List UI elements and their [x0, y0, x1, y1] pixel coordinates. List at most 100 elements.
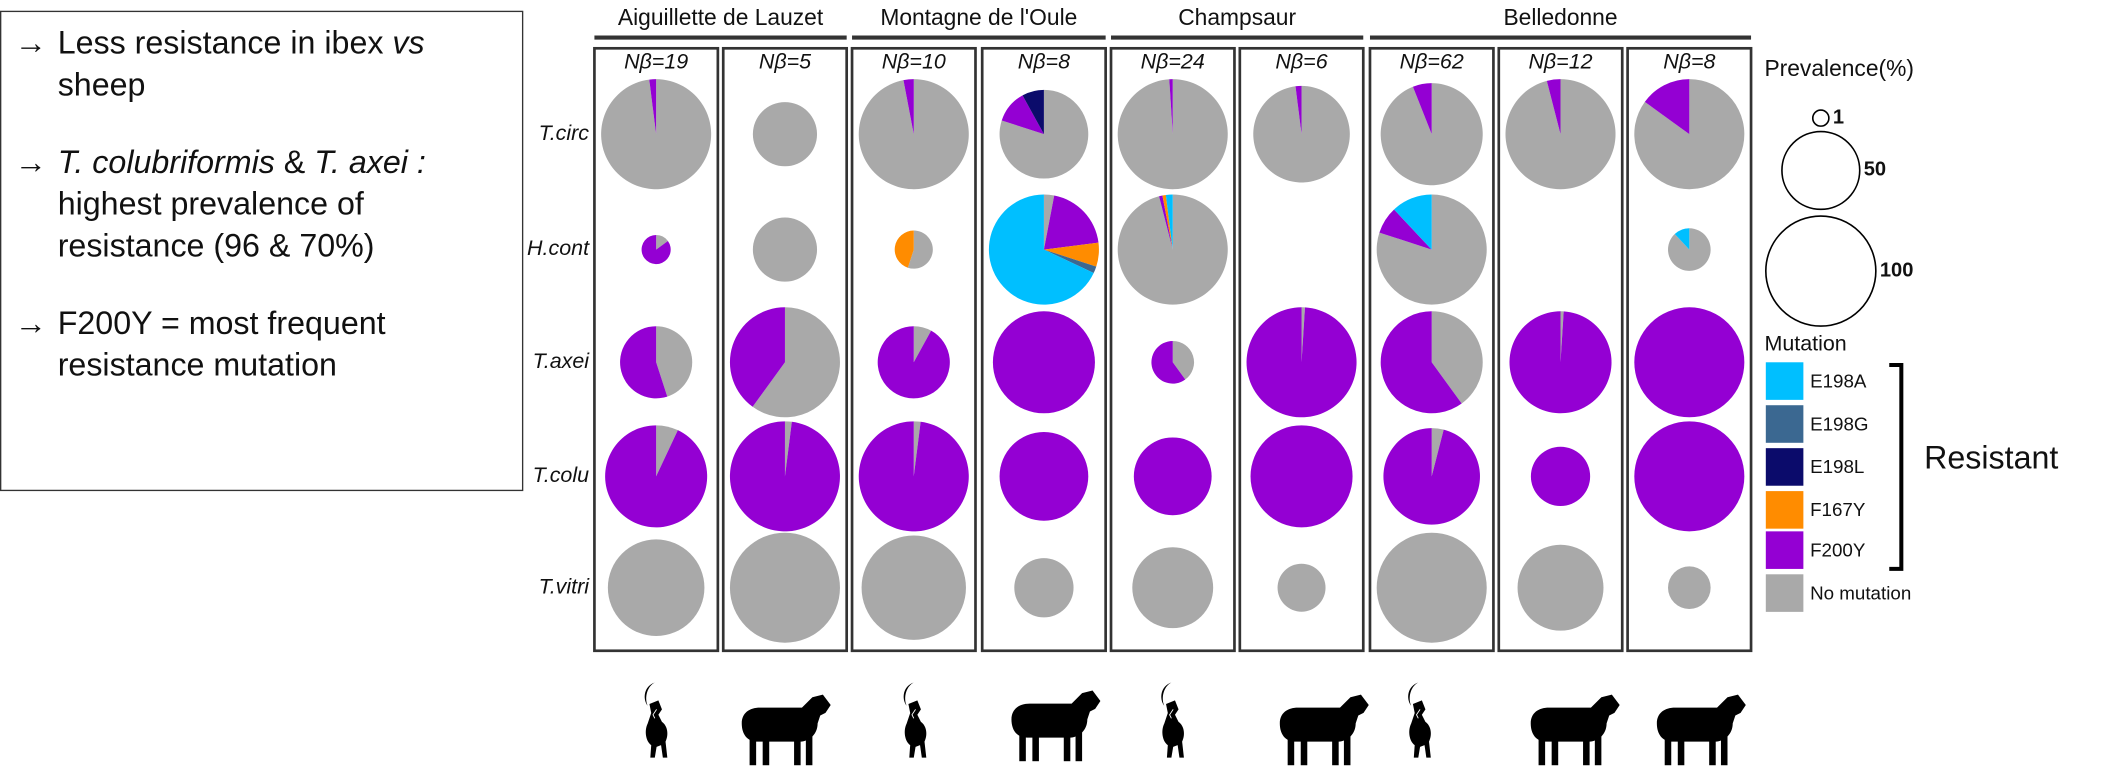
region-label: Aiguillette de Lauzet	[618, 4, 824, 30]
pie-slice	[999, 431, 1089, 521]
pie-slice	[1253, 85, 1350, 183]
legend-label: No mutation	[1810, 582, 1911, 603]
pie-slice	[858, 421, 969, 532]
pie-slice	[729, 532, 840, 643]
note-text: F200Y = most frequent resistance mutatio…	[58, 303, 509, 386]
pie-slice	[1383, 428, 1480, 525]
legend-tick-label: 1	[1833, 106, 1844, 128]
pie-slice	[877, 326, 950, 399]
region-label: Montagne de l'Oule	[880, 4, 1077, 30]
note-part: Less resistance in ibex	[57, 25, 393, 62]
sheep-icon	[1656, 694, 1746, 766]
resistant-bracket	[1889, 362, 1904, 571]
note: → F200Y = most frequent resistance mutati…	[15, 303, 509, 386]
n-label: Nβ=12	[1528, 50, 1592, 74]
pie-slice	[1159, 195, 1173, 250]
pie-slice	[752, 102, 818, 167]
species-label: T.circ	[539, 121, 590, 145]
n-label: Nβ=8	[1018, 50, 1070, 74]
sheep-icon	[1530, 694, 1620, 766]
note-arrow: →	[14, 144, 47, 182]
legend-swatch	[1765, 448, 1804, 486]
pie-slice	[729, 421, 840, 532]
pie-slice	[1250, 425, 1353, 528]
pie-slice	[1169, 79, 1173, 135]
pie-slice	[1246, 307, 1357, 418]
pie-slice	[1380, 311, 1462, 414]
panel	[1497, 46, 1624, 653]
pie-slice	[656, 425, 678, 477]
n-label: Nβ=8	[1663, 50, 1715, 74]
pie-slice	[1431, 428, 1444, 477]
n-label: Nβ=5	[759, 50, 811, 74]
region-label: Belledonne	[1503, 4, 1617, 30]
panel	[593, 46, 720, 653]
legend-swatch	[1765, 362, 1804, 400]
sheep-icon	[741, 694, 831, 766]
notes-box: → Less resistance in ibex vs sheep → T. col…	[0, 10, 524, 492]
pie-slice	[894, 230, 914, 268]
pie-slice	[1165, 194, 1173, 250]
pie-slice	[649, 79, 657, 135]
pie-slice	[1151, 340, 1186, 384]
resistant-label: Resistant	[1924, 440, 2058, 476]
legend-tick-label: 50	[1864, 159, 1886, 181]
note-part: F200Y = most frequent resistance mutatio…	[57, 305, 395, 384]
note-part: highest prevalence of resistance (96 & 7…	[57, 144, 435, 265]
legend-swatch	[1765, 531, 1804, 569]
pie-slice	[1530, 446, 1591, 506]
legend-circle	[1765, 215, 1877, 327]
pie-slice	[992, 311, 1095, 414]
panel	[1626, 46, 1753, 653]
pie-slice	[601, 79, 712, 190]
note-part: &	[274, 144, 315, 182]
pie-slice	[913, 421, 921, 477]
ibex-icon	[1407, 681, 1432, 759]
panel	[1368, 46, 1495, 653]
pie-slice	[1043, 249, 1097, 273]
pie-slice	[858, 79, 969, 190]
pie-slice	[861, 535, 966, 640]
note-part: vs	[392, 25, 425, 62]
pie-slice	[607, 539, 705, 636]
note-text: T. colubriformis & T. axei : highest pre…	[58, 142, 509, 267]
panel	[1109, 46, 1236, 653]
pie-slice	[1133, 437, 1212, 516]
pie-slice	[641, 235, 671, 265]
pie-slice	[903, 79, 914, 135]
pie-slice	[1509, 311, 1612, 414]
pie-slice	[1172, 340, 1195, 380]
pie-slice	[1674, 228, 1690, 250]
pie-slice	[1634, 307, 1745, 418]
note-part: T. axei :	[314, 144, 426, 182]
pie-slice	[1043, 242, 1099, 267]
legend-title: Prevalence(%)	[1764, 55, 1914, 81]
pie-slice	[1162, 194, 1173, 250]
pie-slice	[913, 326, 932, 363]
pie-slice	[1132, 547, 1214, 629]
pie-slice	[752, 217, 818, 282]
legend-tick-label: 100	[1880, 259, 1914, 281]
pie-slice	[1644, 79, 1690, 135]
pie-slice	[1295, 85, 1302, 135]
pie-slice	[1379, 209, 1432, 250]
pie-slice	[1301, 307, 1306, 363]
legend-circle	[1781, 130, 1861, 211]
pie-slice	[729, 307, 785, 407]
pie-slice	[907, 230, 933, 269]
pie-slice	[752, 307, 840, 418]
pie-slice	[605, 425, 708, 528]
pie-slice	[1014, 558, 1074, 618]
region-label: Champsaur	[1178, 4, 1296, 30]
pie-slice	[1001, 95, 1044, 135]
legend-swatch	[1765, 574, 1804, 612]
n-label: Nβ=10	[882, 50, 946, 74]
pie-slice	[1517, 544, 1604, 631]
species-label: T.vitri	[539, 574, 591, 598]
note-part: sheep	[57, 25, 434, 104]
pie-slice	[656, 235, 668, 250]
pie-slice	[1043, 195, 1099, 250]
note-text: Less resistance in ibex vs sheep	[58, 23, 509, 106]
